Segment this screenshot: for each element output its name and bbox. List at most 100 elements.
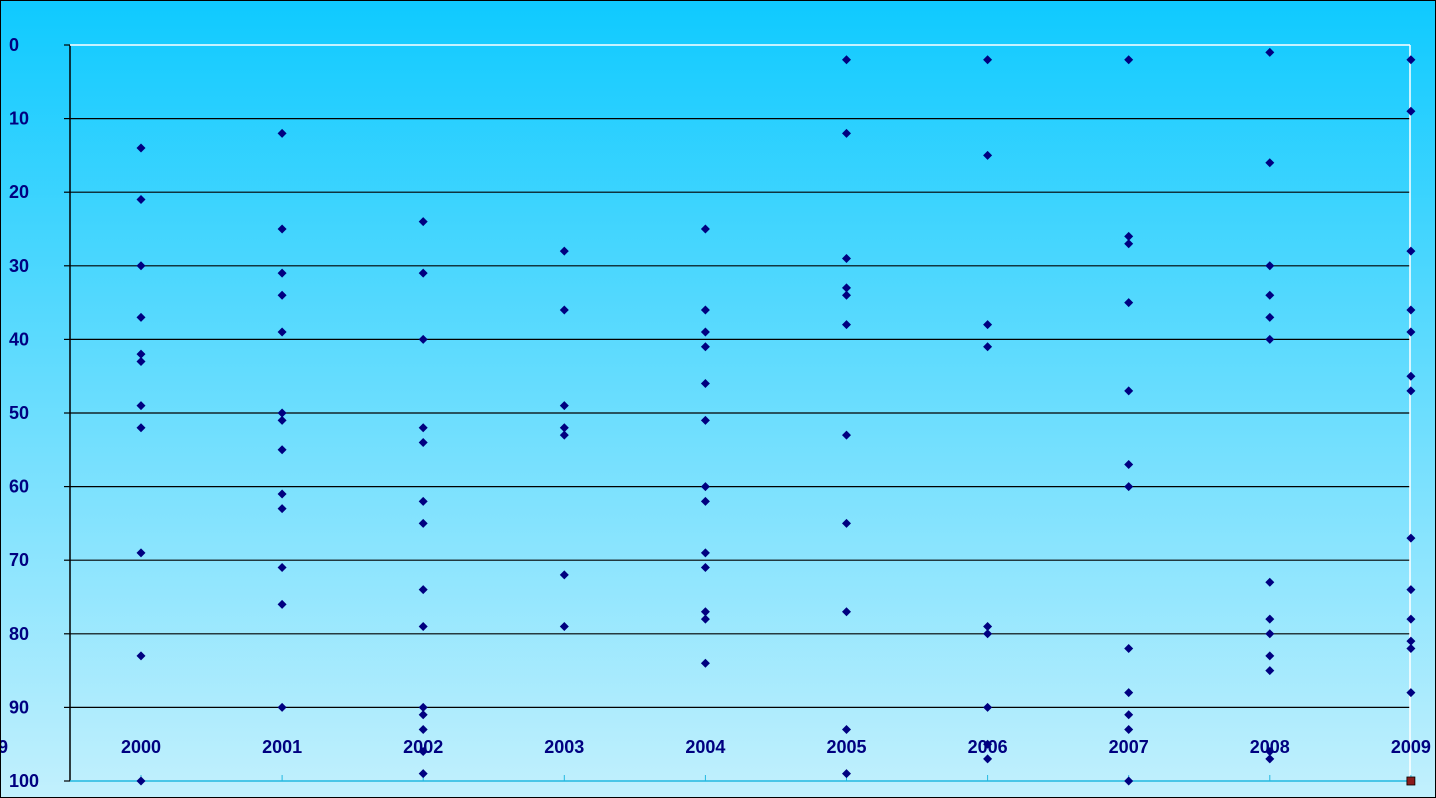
axes [69, 44, 1411, 782]
data-point-2007-8 [1124, 688, 1134, 698]
data-point-2006-7 [983, 739, 993, 749]
data-point-2003-2 [559, 401, 569, 411]
data-point-2000-7 [136, 423, 146, 433]
data-point-2002-11 [418, 724, 428, 734]
data-point-2008-11 [1265, 747, 1275, 757]
data-point-2008-3 [1265, 290, 1275, 300]
data-point-2005-8 [842, 607, 851, 617]
data-point-2006-6 [983, 702, 993, 712]
data-point-2004-1 [700, 305, 710, 315]
data-point-2006-5 [983, 629, 993, 639]
data-point-2000-6 [136, 401, 146, 411]
data-point-2009-7 [1406, 533, 1416, 543]
data-point-2008-10 [1265, 666, 1275, 676]
data-point-2001-7 [277, 445, 287, 455]
data-point-2008-7 [1265, 614, 1275, 624]
data-point-2005-2 [842, 253, 851, 263]
data-point-2009-2 [1406, 246, 1416, 256]
x-tick-label-2009: 2009 [1391, 737, 1431, 757]
data-point-2003-6 [559, 621, 569, 631]
x-tick-label-2005: 2005 [826, 737, 866, 757]
data-point-2000-1 [136, 195, 146, 205]
data-point-2002-9 [418, 702, 428, 712]
y-tick-label-40: 40 [9, 329, 29, 349]
data-point-2009-6 [1406, 386, 1416, 396]
data-point-2005-1 [842, 128, 851, 138]
data-point-2000-3 [136, 312, 146, 322]
data-point-2004-12 [700, 658, 710, 668]
data-point-2004-8 [700, 548, 710, 558]
data-point-2008-0 [1265, 47, 1275, 57]
data-point-2000-2 [136, 261, 146, 271]
data-point-2001-3 [277, 290, 287, 300]
data-point-2000-4 [136, 349, 146, 359]
data-point-2004-2 [700, 327, 710, 337]
x-axis-ticks: 9200020012002200320042005200620072008200… [1, 737, 1431, 781]
data-point-2008-4 [1265, 312, 1275, 322]
x-tick-label-2000: 2000 [121, 737, 161, 757]
data-point-2000-8 [136, 548, 146, 558]
data-point-2004-10 [700, 607, 710, 617]
data-point-2008-8 [1265, 629, 1275, 639]
data-point-2002-4 [418, 437, 428, 447]
data-point-2008-1 [1265, 158, 1275, 168]
data-point-2007-3 [1124, 298, 1134, 308]
y-tick-label-80: 80 [9, 624, 29, 644]
data-point-2008-6 [1265, 577, 1275, 587]
data-point-2007-0 [1124, 55, 1134, 65]
y-tick-label-50: 50 [9, 403, 29, 423]
data-point-2006-3 [983, 342, 993, 352]
data-point-2007-9 [1124, 710, 1134, 720]
data-point-2009-8 [1406, 585, 1416, 595]
data-markers [136, 47, 1416, 786]
data-point-2009-4 [1406, 327, 1416, 337]
data-point-2006-4 [983, 621, 993, 631]
y-tick-label-20: 20 [9, 182, 29, 202]
y-tick-label-10: 10 [9, 109, 29, 129]
data-point-2004-0 [700, 224, 710, 234]
y-tick-label-90: 90 [9, 697, 29, 717]
data-point-2009-12 [1406, 688, 1416, 698]
data-point-2001-12 [277, 702, 287, 712]
data-point-2001-6 [277, 415, 287, 425]
data-point-2002-13 [418, 769, 428, 779]
data-point-2001-5 [277, 408, 287, 418]
data-point-2007-7 [1124, 644, 1134, 654]
data-point-2002-10 [418, 710, 428, 720]
data-point-2000-10 [136, 776, 146, 786]
data-point-2004-11 [700, 614, 710, 624]
data-point-2009-5 [1406, 371, 1416, 381]
data-point-2001-0 [277, 128, 287, 138]
data-point-2006-8 [983, 754, 993, 764]
data-point-2001-8 [277, 489, 287, 499]
x-tick-label-2003: 2003 [544, 737, 584, 757]
data-point-2009-13 [1406, 776, 1416, 786]
y-tick-label-70: 70 [9, 550, 29, 570]
data-point-2007-11 [1124, 776, 1134, 786]
data-point-2002-3 [418, 423, 428, 433]
data-point-2002-0 [418, 217, 428, 227]
data-point-2007-1 [1124, 231, 1134, 241]
y-axis-ticks: 0 10 20 30 40 50 60 70 80 90 100 [9, 35, 70, 791]
data-point-2004-7 [700, 496, 710, 506]
data-point-2008-12 [1265, 754, 1275, 764]
data-point-2003-1 [559, 305, 569, 315]
data-point-2002-1 [418, 268, 428, 278]
data-point-2005-5 [842, 320, 851, 330]
data-point-2000-9 [136, 651, 146, 661]
data-point-2006-1 [983, 150, 993, 160]
data-point-2004-3 [700, 342, 710, 352]
data-point-2000-0 [136, 143, 146, 153]
data-point-2009-9 [1406, 614, 1416, 624]
data-point-2005-10 [842, 769, 851, 779]
data-point-2008-9 [1265, 651, 1275, 661]
data-point-2001-9 [277, 504, 287, 514]
data-point-2002-5 [418, 496, 428, 506]
y-tick-label-100: 100 [9, 771, 39, 791]
x-tick-label-2001: 2001 [262, 737, 302, 757]
x-tick-label-2002: 2002 [403, 737, 443, 757]
data-point-2004-5 [700, 415, 710, 425]
data-point-2001-11 [277, 599, 287, 609]
